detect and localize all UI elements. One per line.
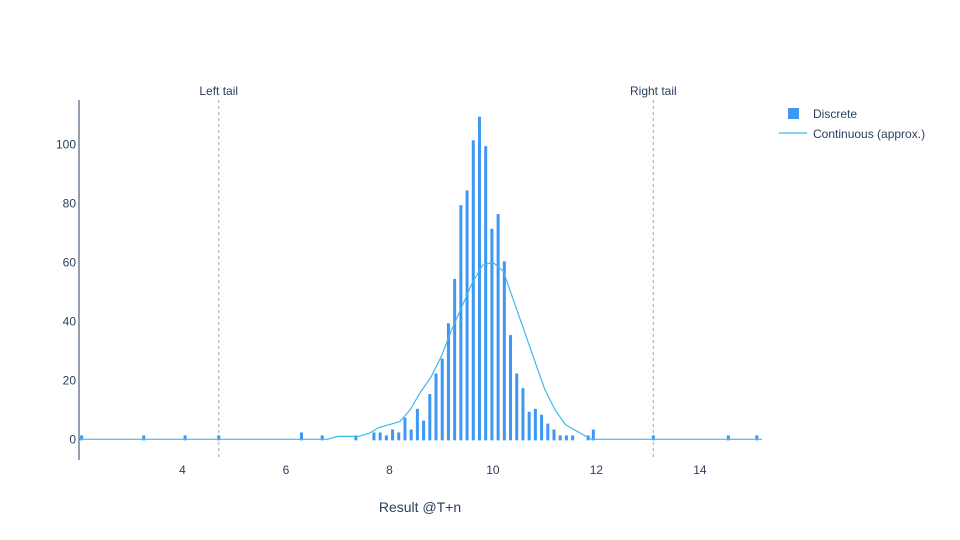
bar [509, 335, 513, 441]
discrete-bars [80, 116, 759, 441]
bar [372, 432, 376, 441]
legend[interactable]: Discrete Continuous (approx.) [779, 107, 925, 141]
y-tick-label: 100 [56, 137, 76, 151]
bar [142, 435, 146, 441]
x-axis-title: Result @T+n [379, 499, 461, 515]
bar [403, 417, 407, 441]
bar [422, 420, 426, 441]
reference-line-label: Left tail [199, 84, 238, 98]
bar [391, 429, 395, 441]
bar [477, 116, 481, 441]
legend-label-discrete[interactable]: Discrete [813, 107, 857, 121]
bar [434, 373, 438, 441]
bar [571, 435, 575, 441]
x-tick-label: 6 [283, 463, 290, 477]
bar [552, 429, 556, 441]
reference-line-label: Right tail [630, 84, 677, 98]
bar [527, 411, 531, 441]
bar [521, 388, 525, 441]
bar [428, 394, 432, 441]
x-tick-label: 14 [693, 463, 707, 477]
bar [591, 429, 595, 441]
x-tick-label: 10 [486, 463, 500, 477]
bar [217, 435, 221, 441]
bar [397, 432, 401, 441]
bar [440, 358, 444, 441]
y-tick-label: 60 [63, 255, 77, 269]
legend-swatch-discrete [788, 108, 799, 119]
continuous-line [79, 261, 762, 440]
bar [558, 435, 562, 441]
bar [755, 435, 759, 441]
x-tick-label: 12 [590, 463, 604, 477]
bar [299, 432, 303, 441]
bar [378, 432, 382, 441]
bar [502, 261, 506, 441]
bar [384, 435, 388, 441]
bar [409, 429, 413, 441]
bar [453, 279, 457, 441]
y-tick-label: 20 [63, 373, 77, 387]
y-tick-label: 0 [69, 432, 76, 446]
bar [726, 435, 730, 441]
bar [320, 435, 324, 441]
bar [490, 228, 494, 441]
bar [183, 435, 187, 441]
bar [471, 140, 475, 441]
bar [459, 205, 463, 441]
bar [354, 435, 358, 441]
reference-lines: Left tail Right tail [199, 84, 677, 460]
legend-label-continuous[interactable]: Continuous (approx.) [813, 127, 925, 141]
y-tick-label: 80 [63, 196, 77, 210]
continuous-series-line [79, 261, 762, 440]
bar [484, 146, 488, 441]
axes: 0 20 40 60 80 100 4 6 8 10 12 14 [56, 100, 707, 477]
bar [446, 323, 450, 441]
bar [651, 435, 655, 441]
bar [564, 435, 568, 441]
bar [540, 414, 544, 441]
bar [533, 408, 537, 441]
bar [496, 214, 500, 441]
x-tick-label: 4 [179, 463, 186, 477]
y-tick-label: 40 [63, 314, 77, 328]
x-tick-label: 8 [386, 463, 393, 477]
bar [80, 435, 84, 441]
bar [465, 190, 469, 441]
bar [515, 373, 519, 441]
bar [546, 423, 550, 441]
bar [415, 408, 419, 441]
